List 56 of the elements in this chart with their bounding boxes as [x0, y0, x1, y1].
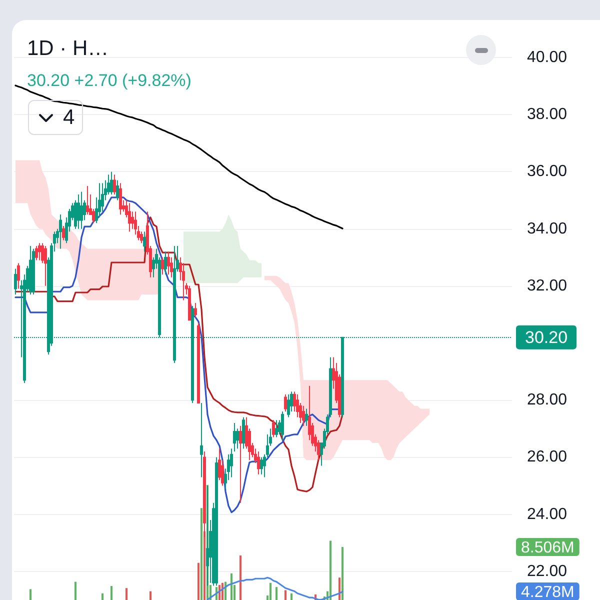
candlestick: [215, 456, 218, 586]
text: 30.20 +2.70 (+9.82%): [27, 71, 192, 90]
candlestick: [233, 422, 236, 452]
candlestick: [281, 411, 284, 441]
annotation: 4: [63, 106, 75, 129]
candlestick: [272, 420, 275, 438]
candlestick: [197, 322, 200, 404]
candlestick: [29, 245, 32, 295]
candlestick: [239, 425, 242, 504]
candlestick: [35, 245, 38, 261]
candlestick: [302, 405, 305, 426]
candlestick: [80, 191, 83, 230]
candlestick: [14, 268, 17, 295]
candlestick: [161, 256, 164, 275]
candlestick: [257, 451, 260, 475]
candlestick: [230, 448, 233, 478]
candlestick: [116, 180, 119, 201]
y-tick-label: 28.00: [527, 392, 568, 409]
y-tick-label: 22.00: [527, 562, 568, 580]
ref-line-label: 30.20: [525, 328, 568, 347]
candlestick: [188, 285, 191, 321]
candlestick: [200, 402, 203, 478]
candlestick: [287, 394, 290, 418]
y-tick-label: 36.00: [527, 163, 568, 180]
y2-tick-label: 4.278M: [521, 584, 574, 600]
candlestick: [167, 251, 170, 275]
y-tick-label: 38.00: [527, 106, 568, 124]
candlestick: [143, 231, 146, 252]
y-tick-label: 26.00: [527, 448, 568, 466]
candlestick: [164, 251, 167, 275]
candlestick: [275, 420, 278, 438]
candlestick: [242, 416, 245, 450]
candlestick: [110, 171, 113, 196]
y-tick-label: 32.00: [527, 277, 568, 294]
candlestick: [44, 245, 47, 286]
candlestick: [119, 182, 122, 216]
candlestick: [38, 242, 41, 261]
candlestick: [62, 225, 65, 241]
candlestick: [284, 394, 287, 412]
candlestick: [113, 174, 116, 196]
dropdown-button: 4: [28, 100, 83, 135]
y-tick-label: 24.00: [527, 506, 568, 523]
chart-title: 1D · H…: [27, 37, 109, 60]
candlestick: [17, 262, 20, 290]
candlestick: [86, 185, 89, 216]
y2-tick-label: 8.506M: [521, 539, 574, 556]
candlestick: [77, 194, 80, 230]
candlestick: [260, 456, 263, 475]
candlestick: [32, 248, 35, 295]
candlestick: [128, 202, 131, 232]
line-series: [206, 576, 344, 600]
candlestick: [59, 214, 62, 250]
candlestick: [194, 302, 197, 318]
y-tick-label: 40.00: [527, 49, 568, 66]
candlestick: [305, 408, 308, 426]
y-tick-label: 34.00: [527, 220, 568, 238]
